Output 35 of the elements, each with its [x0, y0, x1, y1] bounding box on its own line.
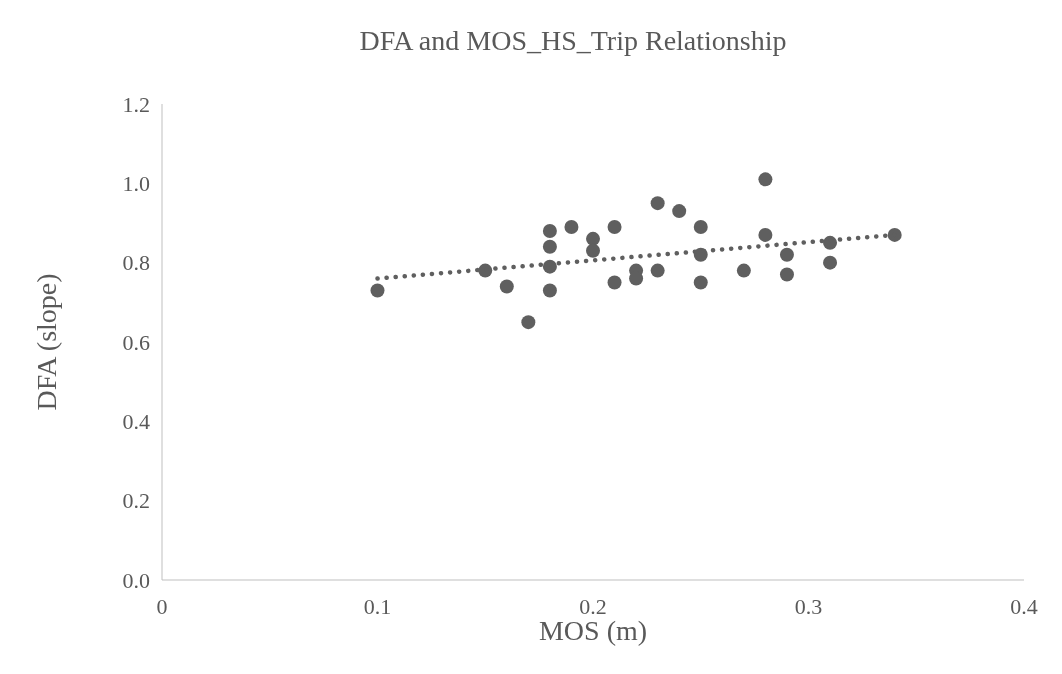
- y-tick-label: 0.0: [122, 567, 150, 593]
- point: [586, 243, 600, 258]
- point: [672, 204, 687, 219]
- point: [650, 263, 665, 278]
- y-axis-title: DFA (slope): [31, 273, 62, 411]
- point: [650, 196, 665, 211]
- x-tick-label: 0: [156, 594, 168, 619]
- y-tick-label: 0.6: [122, 329, 150, 355]
- y-tick-label: 1.0: [122, 171, 150, 197]
- point: [823, 255, 838, 270]
- point: [564, 219, 579, 234]
- x-tick-label: 0.1: [363, 594, 392, 619]
- y-tick-label: 0.2: [122, 488, 150, 514]
- point: [758, 172, 773, 187]
- y-tick-label: 0.4: [122, 409, 150, 435]
- point: [779, 247, 794, 262]
- point: [499, 279, 514, 294]
- point: [693, 275, 708, 290]
- point: [779, 267, 794, 282]
- point: [607, 275, 622, 290]
- point: [370, 283, 385, 298]
- point: [736, 263, 751, 278]
- point: [607, 219, 622, 234]
- x-tick-label: 0.3: [794, 594, 823, 619]
- x-tick-label: 0.4: [1010, 594, 1038, 619]
- point: [758, 227, 773, 242]
- point: [693, 219, 708, 234]
- point: [542, 239, 557, 254]
- point: [542, 223, 557, 238]
- point: [521, 315, 536, 330]
- point: [586, 231, 600, 246]
- chart-title: DFA and MOS_HS_Trip Relationship: [359, 25, 787, 56]
- y-tick-label: 0.8: [122, 250, 150, 276]
- y-tick-label: 1.2: [122, 91, 150, 117]
- point: [542, 283, 557, 298]
